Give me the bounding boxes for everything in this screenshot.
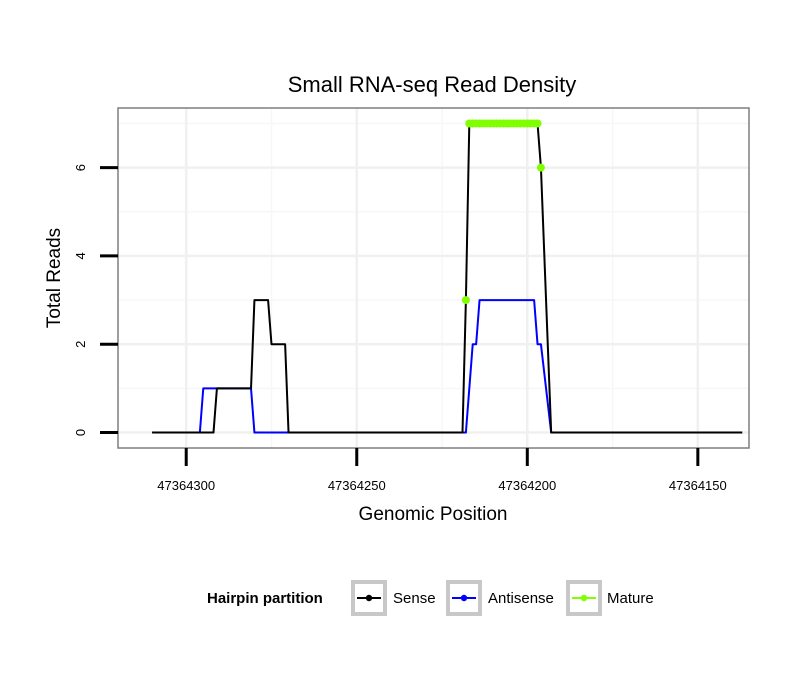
legend-marker-sense (365, 594, 373, 602)
legend-label-mature: Mature (607, 590, 654, 607)
legend-title: Hairpin partition (207, 590, 323, 607)
legend-label-antisense: Antisense (488, 590, 554, 607)
x-tick-label: 47364300 (157, 478, 215, 493)
x-axis: 47364300 47364250 47364200 47364150 (157, 448, 727, 493)
x-axis-label: Genomic Position (359, 504, 508, 525)
y-axis: 0 2 4 6 (73, 164, 118, 436)
legend-entry-antisense: Antisense (446, 580, 554, 616)
y-tick-label: 4 (73, 252, 88, 259)
chart-title: Small RNA-seq Read Density (288, 72, 577, 97)
point-mature (461, 296, 470, 305)
legend-entry-sense: Sense (351, 580, 436, 616)
x-tick-label: 47364150 (669, 478, 727, 493)
plot-panel (118, 108, 749, 448)
x-tick-label: 47364200 (498, 478, 556, 493)
y-axis-label: Total Reads (44, 228, 65, 328)
series-layer (152, 119, 743, 434)
y-tick-label: 2 (73, 341, 88, 348)
point-mature (536, 163, 545, 172)
point-mature (533, 119, 542, 128)
grid-lines (118, 108, 749, 448)
x-tick-label: 47364250 (328, 478, 386, 493)
legend-label-sense: Sense (393, 590, 436, 607)
legend: Hairpin partition Sense Antisense Mature (207, 580, 654, 616)
plot-border (117, 107, 750, 449)
legend-entry-mature: Mature (566, 580, 654, 616)
y-tick-label: 6 (73, 164, 88, 171)
legend-marker-mature (580, 594, 588, 602)
y-tick-label: 0 (73, 429, 88, 436)
legend-marker-antisense (460, 594, 468, 602)
